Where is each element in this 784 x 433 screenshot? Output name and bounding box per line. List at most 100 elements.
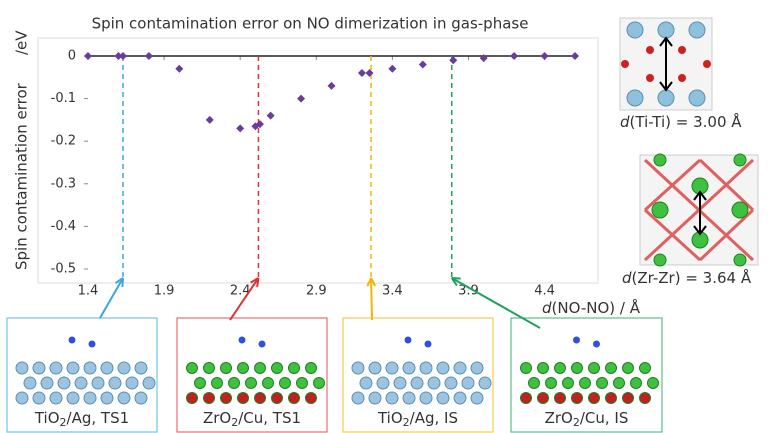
zr-distance-text: (Zr-Zr) = 3.64 Å	[632, 268, 752, 287]
figure: Spin contamination error on NO dimerizat…	[0, 0, 784, 433]
panel-label-b: /Cu, IS	[580, 409, 629, 427]
atom	[272, 363, 283, 374]
atom	[204, 393, 215, 404]
atom	[572, 363, 583, 374]
panel-label: TiO2/Ag, TS1	[34, 409, 129, 430]
n-atom	[69, 337, 76, 344]
atom	[454, 392, 466, 404]
atom	[67, 392, 79, 404]
x-axis-label-italic: d	[542, 299, 552, 317]
atom	[246, 378, 257, 389]
atom	[289, 363, 300, 374]
x-tick-label: 2.4	[230, 284, 251, 299]
atom	[479, 377, 491, 389]
atom	[306, 363, 317, 374]
y-tick-label: -0.4	[51, 219, 76, 234]
atom	[377, 377, 389, 389]
atom	[437, 362, 449, 374]
atom	[263, 378, 274, 389]
atom	[84, 362, 96, 374]
atom	[135, 392, 147, 404]
atom	[306, 393, 317, 404]
plot-frame	[38, 38, 598, 283]
atom	[640, 393, 651, 404]
y-axis-unit: /eV	[13, 30, 31, 55]
atom	[437, 392, 449, 404]
atom	[187, 393, 198, 404]
y-tick-label: -0.1	[51, 91, 76, 106]
atom	[538, 393, 549, 404]
atom	[238, 393, 249, 404]
atom	[75, 377, 87, 389]
atom	[606, 393, 617, 404]
ti-structure	[620, 18, 712, 110]
y-axis-label: Spin contamination error	[13, 82, 31, 270]
atom	[33, 362, 45, 374]
atom	[597, 378, 608, 389]
x-axis-label: d(NO-NO) / Å	[542, 298, 641, 317]
atom	[101, 392, 113, 404]
panel-label: ZrO2/Cu, TS1	[203, 409, 301, 430]
atom	[589, 393, 600, 404]
atom	[16, 362, 28, 374]
panel-label-a: ZrO	[545, 409, 573, 427]
ti-distance: d(Ti-Ti) = 3.00 Å	[620, 112, 742, 131]
ti-distance-italic: d	[620, 113, 630, 131]
atom	[563, 378, 574, 389]
atom	[403, 392, 415, 404]
arrow	[371, 278, 372, 320]
atom	[580, 378, 591, 389]
page: Spin contamination error on NO dimerizat…	[0, 0, 784, 433]
atom	[623, 393, 634, 404]
atom	[606, 363, 617, 374]
atom	[369, 392, 381, 404]
atom	[454, 362, 466, 374]
x-tick-label: 1.9	[154, 284, 175, 299]
atom	[529, 378, 540, 389]
atom	[50, 362, 62, 374]
atom	[187, 363, 198, 374]
atom	[386, 362, 398, 374]
atom	[280, 378, 291, 389]
atom	[109, 377, 121, 389]
atom	[352, 392, 364, 404]
atom	[631, 378, 642, 389]
atom	[462, 377, 474, 389]
atom	[471, 362, 483, 374]
arrow	[100, 278, 123, 318]
panel-label-sub: 2	[403, 416, 410, 429]
y-tick-label: -0.3	[51, 176, 76, 191]
atom	[445, 377, 457, 389]
atom	[411, 377, 423, 389]
atom	[212, 378, 223, 389]
atom	[33, 392, 45, 404]
atom	[84, 392, 96, 404]
atom	[118, 392, 130, 404]
panel-label-a: ZrO	[203, 409, 231, 427]
atom	[118, 362, 130, 374]
atom	[67, 362, 79, 374]
panel-label-a: TiO	[377, 409, 403, 427]
atom	[92, 377, 104, 389]
panel-label-b: /Cu, TS1	[238, 409, 301, 427]
n-atom	[573, 337, 580, 344]
atom	[648, 378, 659, 389]
atom	[58, 377, 70, 389]
atom	[229, 378, 240, 389]
panel-label-b: /Ag, IS	[410, 409, 458, 427]
n-atom	[89, 341, 96, 348]
atom	[403, 362, 415, 374]
atom	[360, 377, 372, 389]
ti-distance-text: (Ti-Ti) = 3.00 Å	[630, 112, 743, 131]
atom	[204, 363, 215, 374]
atom	[289, 393, 300, 404]
atom	[471, 392, 483, 404]
panel-label-sub: 2	[231, 416, 238, 429]
atom	[521, 393, 532, 404]
atom	[420, 392, 432, 404]
atom	[386, 392, 398, 404]
x-tick-label: 1.4	[78, 284, 99, 299]
atom	[238, 363, 249, 374]
y-tick-label: -0.5	[51, 262, 76, 277]
atom	[195, 378, 206, 389]
